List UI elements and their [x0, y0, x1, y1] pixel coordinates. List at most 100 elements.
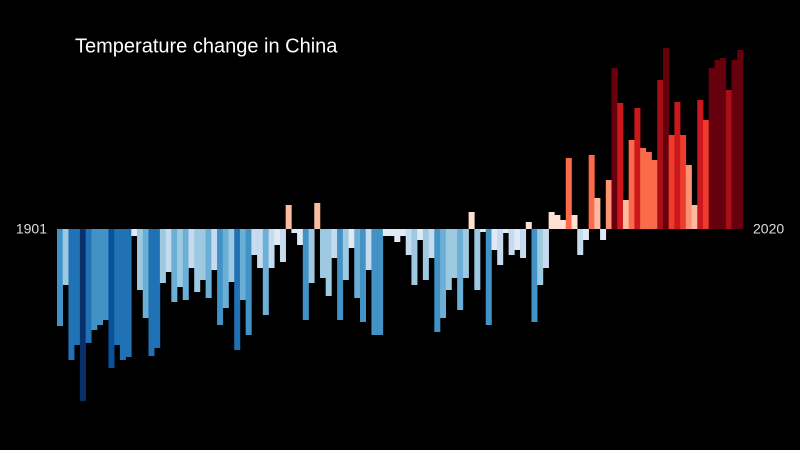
bar — [605, 180, 612, 229]
bar — [411, 229, 418, 285]
bar — [600, 229, 607, 240]
bar — [239, 229, 246, 300]
bar — [337, 229, 344, 320]
bar — [331, 229, 338, 258]
bar — [159, 229, 166, 283]
chart-title: Temperature change in China — [75, 35, 338, 57]
bar — [577, 229, 584, 255]
bar — [474, 229, 481, 290]
bar — [74, 229, 81, 345]
bar — [400, 229, 407, 236]
bar — [554, 215, 561, 229]
bar — [371, 229, 378, 335]
bar — [708, 68, 715, 229]
bar — [405, 229, 412, 255]
bar — [502, 229, 509, 233]
bar — [199, 229, 206, 280]
bar — [668, 135, 675, 229]
bar — [537, 229, 544, 285]
bar — [508, 229, 515, 255]
bar — [302, 229, 309, 320]
bar — [222, 229, 229, 308]
x-tick-label: 1901 — [16, 221, 47, 237]
bar — [68, 229, 75, 360]
bar — [491, 229, 498, 250]
bar — [662, 48, 669, 229]
bar — [497, 229, 504, 265]
bar — [680, 135, 687, 229]
bar — [268, 229, 275, 268]
bar — [674, 102, 681, 229]
bar — [611, 68, 618, 229]
bar — [188, 229, 195, 268]
bar — [319, 229, 326, 278]
bar — [125, 229, 132, 357]
bar — [462, 229, 469, 278]
bar — [440, 229, 447, 318]
bar — [565, 158, 572, 229]
bar — [691, 205, 698, 229]
bar — [177, 229, 184, 287]
bar — [702, 120, 709, 229]
bar — [697, 100, 704, 229]
bar — [594, 198, 601, 229]
bar — [262, 229, 269, 315]
bar — [434, 229, 441, 332]
bar — [560, 220, 567, 229]
bar — [685, 165, 692, 229]
x-tick-label: 2020 — [753, 221, 784, 237]
bar — [274, 229, 281, 245]
bar — [154, 229, 161, 348]
bar — [79, 229, 86, 401]
bar — [628, 140, 635, 229]
bar — [148, 229, 155, 356]
bar — [588, 155, 595, 229]
bar — [211, 229, 218, 270]
bar — [217, 229, 224, 325]
bar — [62, 229, 69, 285]
bar — [279, 229, 286, 262]
bar — [131, 229, 138, 236]
bar — [348, 229, 355, 248]
bar — [285, 205, 292, 229]
bar — [142, 229, 149, 318]
bar — [245, 229, 252, 335]
bar — [622, 200, 629, 229]
bar — [514, 229, 521, 250]
bar — [354, 229, 361, 298]
bar — [582, 229, 589, 240]
bar — [731, 60, 738, 229]
bar — [165, 229, 172, 272]
bar — [114, 229, 121, 345]
bar — [382, 229, 389, 236]
bar — [445, 229, 452, 290]
bar — [297, 229, 304, 245]
bar — [291, 229, 298, 233]
bar — [377, 229, 384, 335]
bar — [359, 229, 366, 322]
bar — [737, 50, 744, 229]
bar — [520, 229, 527, 258]
bar — [542, 229, 549, 268]
bar — [617, 103, 624, 229]
bar — [119, 229, 126, 360]
bar — [422, 229, 429, 280]
bar — [714, 60, 721, 229]
bar — [394, 229, 401, 242]
bar — [525, 222, 532, 229]
bar — [640, 148, 647, 229]
bar — [314, 203, 321, 229]
bar — [182, 229, 189, 300]
bar — [480, 229, 487, 232]
bar — [657, 80, 664, 229]
bar — [365, 229, 372, 270]
bar — [228, 229, 235, 282]
bar — [85, 229, 92, 343]
bar — [325, 229, 332, 296]
bar — [308, 229, 315, 283]
bar — [251, 229, 258, 255]
bar — [57, 229, 64, 326]
bar — [102, 229, 109, 320]
bar — [548, 212, 555, 229]
